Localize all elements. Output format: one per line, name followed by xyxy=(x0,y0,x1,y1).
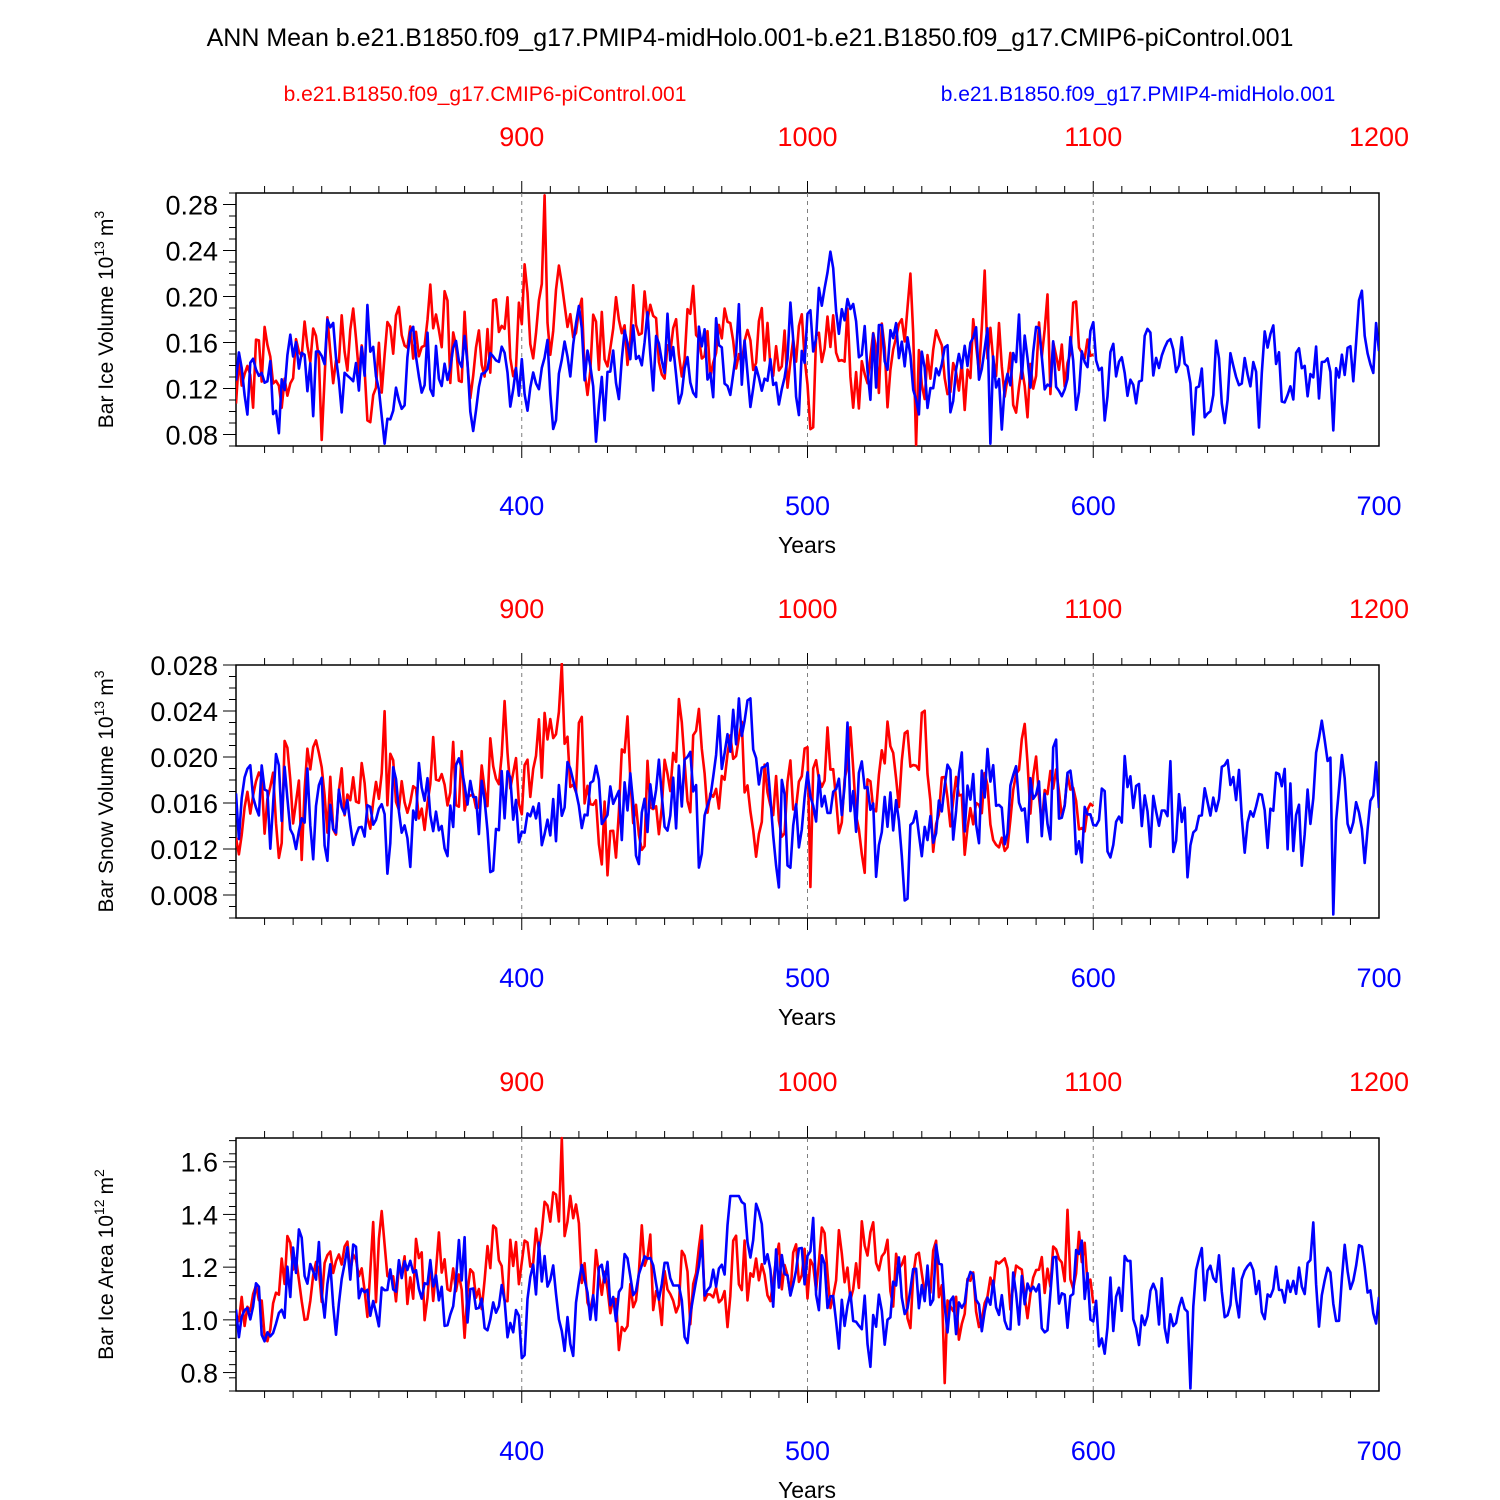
y-tick-label: 0.20 xyxy=(165,283,218,313)
y-tick-label: 0.028 xyxy=(150,651,218,681)
y-axis-label-unit: m xyxy=(95,1177,118,1195)
x-tick-label-top: 1100 xyxy=(1064,594,1122,624)
chart-title: ANN Mean b.e21.B1850.f09_g17.PMIP4-midHo… xyxy=(207,24,1294,52)
chart-panel-3: 400 500 600 700 900 1000 1100 1200 Years 0.8 1.0 1.… xyxy=(91,1067,1409,1500)
y-axis-label: Bar Snow Volume 1013 m3 xyxy=(91,670,118,912)
y-tick-label: 0.8 xyxy=(180,1359,218,1389)
test-series xyxy=(236,250,1379,446)
legend-control-label: b.e21.B1850.f09_g17.CMIP6-piControl.001 xyxy=(284,83,687,106)
x-tick-label-bottom: 500 xyxy=(785,963,830,993)
y-axis-label-unit: m xyxy=(95,678,118,696)
control-series xyxy=(236,663,1095,889)
x-tick-label-bottom: 600 xyxy=(1071,491,1116,521)
x-tick-label-top: 900 xyxy=(499,122,544,152)
control-series xyxy=(236,194,1094,447)
control-series xyxy=(236,1136,1095,1385)
y-axis-label: Bar Ice Volume 1013 m3 xyxy=(91,211,118,429)
x-tick-label-bottom: 700 xyxy=(1356,1436,1401,1466)
x-tick-label-top: 900 xyxy=(499,594,544,624)
y-axis-label-text: Bar Ice Area 10 xyxy=(95,1215,118,1360)
x-tick-label-top: 1200 xyxy=(1349,1067,1409,1097)
y-axis-label-unit-exponent: 2 xyxy=(91,1169,107,1177)
y-tick-label: 0.024 xyxy=(150,697,218,727)
y-tick-label: 0.16 xyxy=(165,329,218,359)
y-tick-label: 0.020 xyxy=(150,743,218,773)
y-tick-label: 0.24 xyxy=(165,237,218,267)
x-tick-label-bottom: 500 xyxy=(785,491,830,521)
x-tick-label-bottom: 400 xyxy=(499,491,544,521)
y-tick-label: 1.2 xyxy=(180,1253,218,1283)
test-series xyxy=(236,1194,1379,1390)
x-tick-label-bottom: 600 xyxy=(1071,963,1116,993)
y-tick-label: 1.0 xyxy=(180,1306,218,1336)
y-tick-label: 1.4 xyxy=(180,1200,218,1230)
x-tick-label-top: 1100 xyxy=(1064,1067,1122,1097)
x-tick-label-top: 1100 xyxy=(1064,122,1122,152)
y-axis-label-unit-exponent: 3 xyxy=(91,211,107,219)
y-axis-label-text: Bar Snow Volume 10 xyxy=(95,716,118,912)
x-tick-label-bottom: 500 xyxy=(785,1436,830,1466)
x-tick-label-bottom: 700 xyxy=(1356,963,1401,993)
y-tick-label: 0.12 xyxy=(165,375,218,405)
y-axis-label-unit: m xyxy=(95,219,118,237)
y-tick-label: 1.6 xyxy=(180,1148,218,1178)
x-tick-label-bottom: 400 xyxy=(499,1436,544,1466)
x-axis-label: Years xyxy=(778,1477,836,1500)
y-tick-label: 0.08 xyxy=(165,421,218,451)
x-tick-label-top: 1000 xyxy=(777,1067,837,1097)
x-tick-label-bottom: 400 xyxy=(499,963,544,993)
x-tick-label-top: 1000 xyxy=(777,594,837,624)
chart-panel-1: 400 500 600 700 900 1000 1100 1200 Years 0.08 0.12… xyxy=(91,122,1409,558)
y-tick-label: 0.012 xyxy=(150,835,218,865)
x-tick-label-bottom: 600 xyxy=(1071,1436,1116,1466)
x-axis-label: Years xyxy=(778,1004,836,1030)
y-axis-label-exponent: 13 xyxy=(91,241,107,257)
x-tick-label-top: 1000 xyxy=(777,122,837,152)
x-axis-label: Years xyxy=(778,532,836,558)
y-axis-label-text: Bar Ice Volume 10 xyxy=(95,257,118,429)
y-axis-label-exponent: 12 xyxy=(91,1199,107,1215)
y-axis-label-exponent: 13 xyxy=(91,701,107,717)
y-tick-label: 0.28 xyxy=(165,191,218,221)
y-tick-label: 0.008 xyxy=(150,881,218,911)
legend-test-label: b.e21.B1850.f09_g17.PMIP4-midHolo.001 xyxy=(941,83,1336,106)
x-tick-label-top: 900 xyxy=(499,1067,544,1097)
y-axis-label: Bar Ice Area 1012 m2 xyxy=(91,1169,118,1360)
y-tick-label: 0.016 xyxy=(150,789,218,819)
x-tick-label-bottom: 700 xyxy=(1356,491,1401,521)
chart-panel-2: 400 500 600 700 900 1000 1100 1200 Years 0.008 0.0… xyxy=(91,594,1409,1030)
test-series xyxy=(236,697,1379,916)
x-tick-label-top: 1200 xyxy=(1349,122,1409,152)
x-tick-label-top: 1200 xyxy=(1349,594,1409,624)
y-axis-label-unit-exponent: 3 xyxy=(91,670,107,678)
